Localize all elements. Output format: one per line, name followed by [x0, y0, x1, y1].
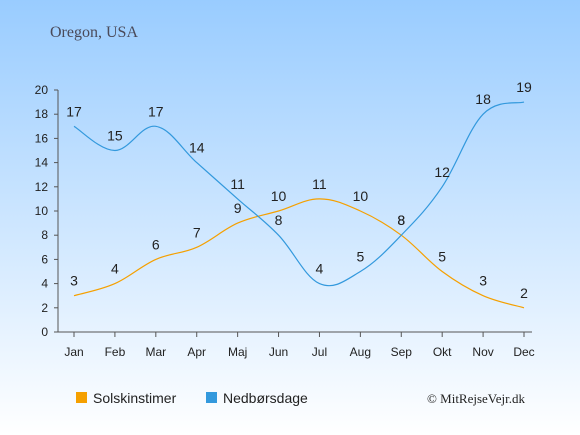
- data-label-sunshine: 10: [353, 188, 369, 204]
- y-tick-label: 0: [41, 325, 48, 339]
- data-label-rain: 17: [148, 103, 164, 119]
- x-tick-label: Jun: [269, 345, 288, 359]
- x-tick-label: Aug: [350, 345, 371, 359]
- data-label-rain: 12: [434, 164, 450, 180]
- data-label-sunshine: 6: [152, 236, 160, 252]
- legend: Solskinstimer Nedbørsdage: [76, 390, 308, 406]
- legend-label: Solskinstimer: [93, 390, 177, 406]
- y-tick-label: 18: [35, 107, 49, 121]
- axes: 0 2 4 6 8 10 12 14 16 18 20 Jan Feb Mar Apr Maj Jun Jul Au…: [35, 83, 535, 359]
- x-tick-label: Mar: [145, 345, 166, 359]
- data-label-rain: 8: [397, 212, 405, 228]
- data-label-rain: 11: [230, 176, 245, 192]
- data-label-sunshine: 3: [479, 273, 487, 289]
- data-label-sunshine: 3: [70, 273, 78, 289]
- data-label-rain: 18: [475, 91, 491, 107]
- x-tick-label: Jan: [64, 345, 83, 359]
- y-tick-label: 8: [41, 228, 48, 242]
- data-label-rain: 15: [107, 128, 123, 144]
- chart-title: Oregon, USA: [50, 24, 138, 41]
- y-tick-label: 10: [35, 204, 49, 218]
- legend-label: Nedbørsdage: [223, 390, 308, 406]
- copyright: © MitRejseVejr.dk: [427, 391, 525, 406]
- legend-swatch: [206, 392, 217, 403]
- x-tick-label: Apr: [187, 345, 206, 359]
- y-tick-label: 14: [35, 156, 49, 170]
- data-label-sunshine: 9: [234, 200, 242, 216]
- data-label-sunshine: 2: [520, 285, 528, 301]
- data-label-rain: 17: [66, 103, 82, 119]
- data-label-sunshine: 7: [193, 224, 201, 240]
- data-label-sunshine: 11: [312, 176, 327, 192]
- data-label-sunshine: 10: [271, 188, 287, 204]
- y-tick-label: 4: [41, 277, 48, 291]
- x-tick-label: Maj: [228, 345, 247, 359]
- series-line-sunshine: [73, 198, 525, 309]
- legend-swatch: [76, 392, 87, 403]
- series-layer: [73, 101, 525, 309]
- data-label-rain: 5: [356, 249, 364, 265]
- data-label-rain: 8: [275, 212, 283, 228]
- x-tick-label: Jul: [312, 345, 327, 359]
- x-tick-label: Dec: [513, 345, 534, 359]
- x-tick-label: Nov: [472, 345, 493, 359]
- data-label-rain: 4: [316, 261, 324, 277]
- y-tick-label: 12: [35, 180, 49, 194]
- data-label-sunshine: 8: [397, 212, 405, 228]
- y-tick-label: 20: [35, 83, 49, 97]
- series-line-rain: [73, 101, 525, 287]
- data-label-rain: 19: [516, 79, 532, 95]
- y-tick-label: 2: [41, 301, 48, 315]
- x-tick-label: Feb: [105, 345, 126, 359]
- y-tick-label: 16: [35, 131, 49, 145]
- data-label-sunshine: 5: [438, 249, 446, 265]
- data-label-sunshine: 4: [111, 261, 119, 277]
- x-tick-label: Sep: [391, 345, 413, 359]
- data-label-rain: 14: [189, 140, 205, 156]
- x-tick-label: Okt: [433, 345, 452, 359]
- y-tick-label: 6: [41, 252, 48, 266]
